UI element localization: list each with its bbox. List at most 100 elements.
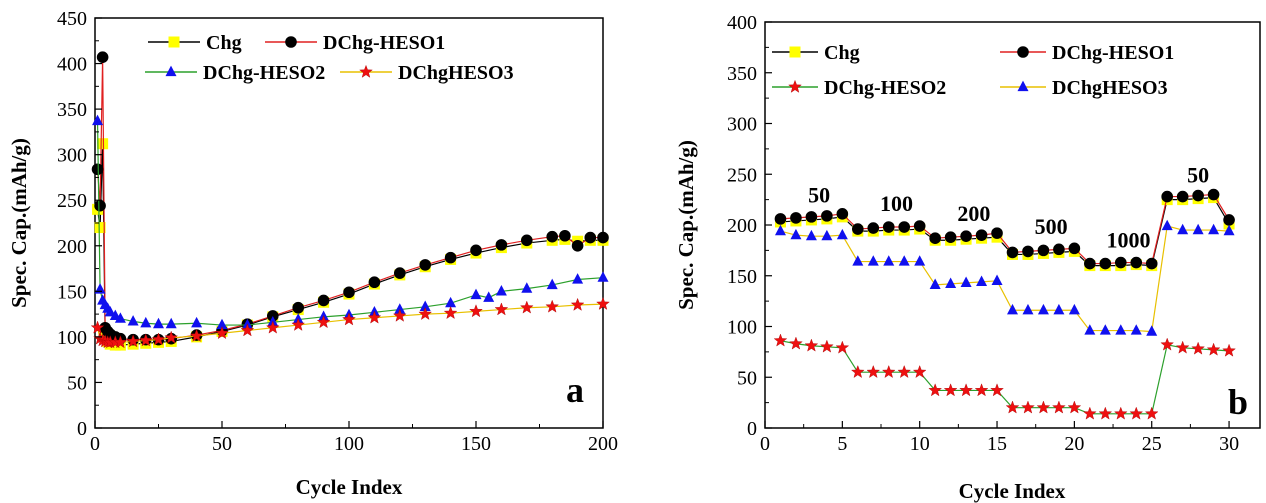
panel-a-series-dchg-heso2 [92,114,609,330]
panel-b-series-dchgheso3-point [991,274,1003,285]
panel-b-series-dchg-heso2-point [1021,400,1035,414]
panel-b-series-dchg-heso1-point [1068,242,1081,255]
panel-b-series-dchgheso3-point [1130,324,1142,335]
panel-b-series-dchg-heso2-point [835,340,850,354]
panel-b-series-dchg-heso1-point [960,230,972,242]
panel-b-series-dchg-heso1-point [929,232,941,244]
panel-b-series-dchgheso3-point [1146,325,1158,336]
panel-a-series-dchgheso3-point [469,304,483,318]
panel-b-series-dchg-heso2-point [1098,406,1113,420]
panel-b-series-dchgheso3-point [1192,223,1204,235]
panel-a-series-dchg-heso1-point [559,229,571,242]
panel-a-legend-dchg-heso2-swatch-marker [165,65,177,77]
panel-b-x-axis-title: Cycle Index [959,479,1066,503]
panel-a-series-dchg-heso2-point [104,305,116,317]
panel-a-series-dchg-heso1-point [292,301,305,314]
panel-b-series-dchgheso3-point [929,278,941,290]
panel-b-series-dchg-heso1-point [991,227,1003,239]
panel-a-series-dchg-heso2-point [394,303,406,314]
panel-a-series-dchg-heso2-point [445,296,457,308]
panel-b-x-tick-label: 20 [1064,433,1084,455]
panel-a-x-tick-label: 0 [90,433,100,455]
panel-b-series-dchg-heso2-point [1222,343,1236,357]
panel-a-y-tick-label: 100 [57,327,87,349]
panel-a-series-dchgheso3-point [126,334,140,348]
panel-a-y-tick-label: 0 [77,418,87,440]
panel-b-series-dchg-heso1-point [1145,257,1158,270]
panel-b-series-dchg-heso2-point [881,364,896,378]
panel-b-series-dchg-heso2-point [959,383,973,397]
panel-a-series-dchgheso3-point [545,299,560,313]
panel-b-legend-chg-label: Chg [824,42,860,64]
panel-b-series-dchg-heso2-point [1083,406,1097,420]
panel-a-series-dchgheso3-point [138,333,153,347]
panel-a-series-dchgheso3-point [367,310,382,324]
panel-a-series-dchg-heso1-point [571,239,584,252]
panel-b-series-dchgheso3-point [1115,324,1127,335]
panel-b-series-dchgheso3-point [790,228,802,240]
panel-b-series-dchg-heso1-point [1099,257,1112,270]
panel-a-legend: Chg DChg-HESO1 DChg-HESO2 DChgHESO3 [145,32,514,84]
panel-b-series-dchg-heso2-point [773,333,788,347]
panel-a-ticks: 0 50 100 150 200 0 50 100 150 200 250 300 350 400 450 [57,8,618,455]
panel-a-x-tick-label: 150 [461,433,491,455]
panel-b-y-tick-label: 250 [727,164,757,186]
panel-a-series-dchg-heso2-point [216,318,228,330]
panel-a-legend-dchg-heso2: DChg-HESO2 [145,62,325,84]
panel-a-series-dchgheso3-point [494,302,509,316]
panel-a-legend-dchg-heso2-label: DChg-HESO2 [203,62,325,84]
panel-b-series-dchg-heso2-point [1113,406,1128,420]
panel-b-series-dchgheso3-point [821,229,833,241]
panel-a-y-tick-label: 400 [57,54,87,76]
panel-a-legend-dchg-heso1-swatch-marker [285,36,297,48]
panel-b-series-dchgheso3-point [1068,303,1080,315]
panel-b-series-dchgheso3-point [1208,223,1220,235]
panel-b-series-dchg-heso2-point [1160,337,1175,351]
panel-b-x-tick-label: 25 [1142,433,1162,455]
panel-b-series-dchgheso3-point [852,255,864,266]
panel-b-series-dchg-heso2-point [820,339,834,353]
panel-a-series-dchg-heso2-point [546,278,558,290]
panel-a-series-dchg-heso2-point [127,315,139,326]
panel-a-legend-dchgheso3: DChgHESO3 [340,62,514,84]
panel-a-series-dchg-heso1-point [470,244,482,257]
panel-b-series-dchg-heso1-point [867,222,880,234]
panel-b-y-tick-label: 400 [727,12,757,34]
panel-a-series-dchg-heso2-point [165,317,177,329]
panel-a-y-tick-label: 300 [57,145,87,167]
panel-b-rate-labels: 50 100 200 500 1000 50 [808,162,1209,252]
panel-b-series-dchg-heso2 [773,333,1236,420]
panel-b-series-dchg-heso2-point [943,383,958,397]
panel-b-series-dchg-heso1-point [852,223,864,235]
panel-a-series-dchg-heso1-point [520,234,533,247]
panel-b-series-dchg-heso1-point [1053,243,1065,256]
panel-b-series-dchg-heso2-point [912,364,927,378]
panel-a-y-axis-title: Spec. Cap.(mAh/g) [7,138,31,308]
panel-b-y-tick-label: 150 [727,266,757,288]
panel-a-series-dchg-heso2-point [153,317,164,329]
panel-b-series-dchg-heso1-point [1037,244,1050,257]
panel-a-series-chg-point [94,222,106,234]
panel-b-series-dchg-heso1-point [805,211,818,223]
panel-b-rate-label: 500 [1035,214,1068,239]
panel-b-series-dchg-heso2-point [1144,406,1159,420]
panel-b-y-tick-label: 50 [737,367,757,389]
panel-b-series-dchg-heso1-point [1161,190,1173,203]
panel-a-x-tick-label: 200 [588,433,618,455]
panel-a-series-dchgheso3-point [189,328,204,342]
panel-b-series-dchg-heso1-point [882,221,895,233]
panel-a-series-dchgheso3-point [265,320,280,334]
panel-b-series-dchgheso3-point [883,255,895,266]
panel-b-series-dchgheso3-point [1053,303,1065,315]
panel-b-y-tick-label: 0 [747,418,757,440]
panel-a-series-dchg-heso1-point [444,251,457,264]
panel-b-y-tick-label: 350 [727,63,757,85]
panel-b-series-dchg-heso2-point [990,383,1004,397]
panel-b-series-dchgheso3-point [945,277,957,288]
panel-a-series-dchgheso3-point [215,326,229,340]
panel-b-series-dchg-heso2-point [804,338,819,352]
panel-a-series-dchg-heso2-point [597,271,609,282]
panel-a-series-dchg-heso2-point [114,312,126,323]
